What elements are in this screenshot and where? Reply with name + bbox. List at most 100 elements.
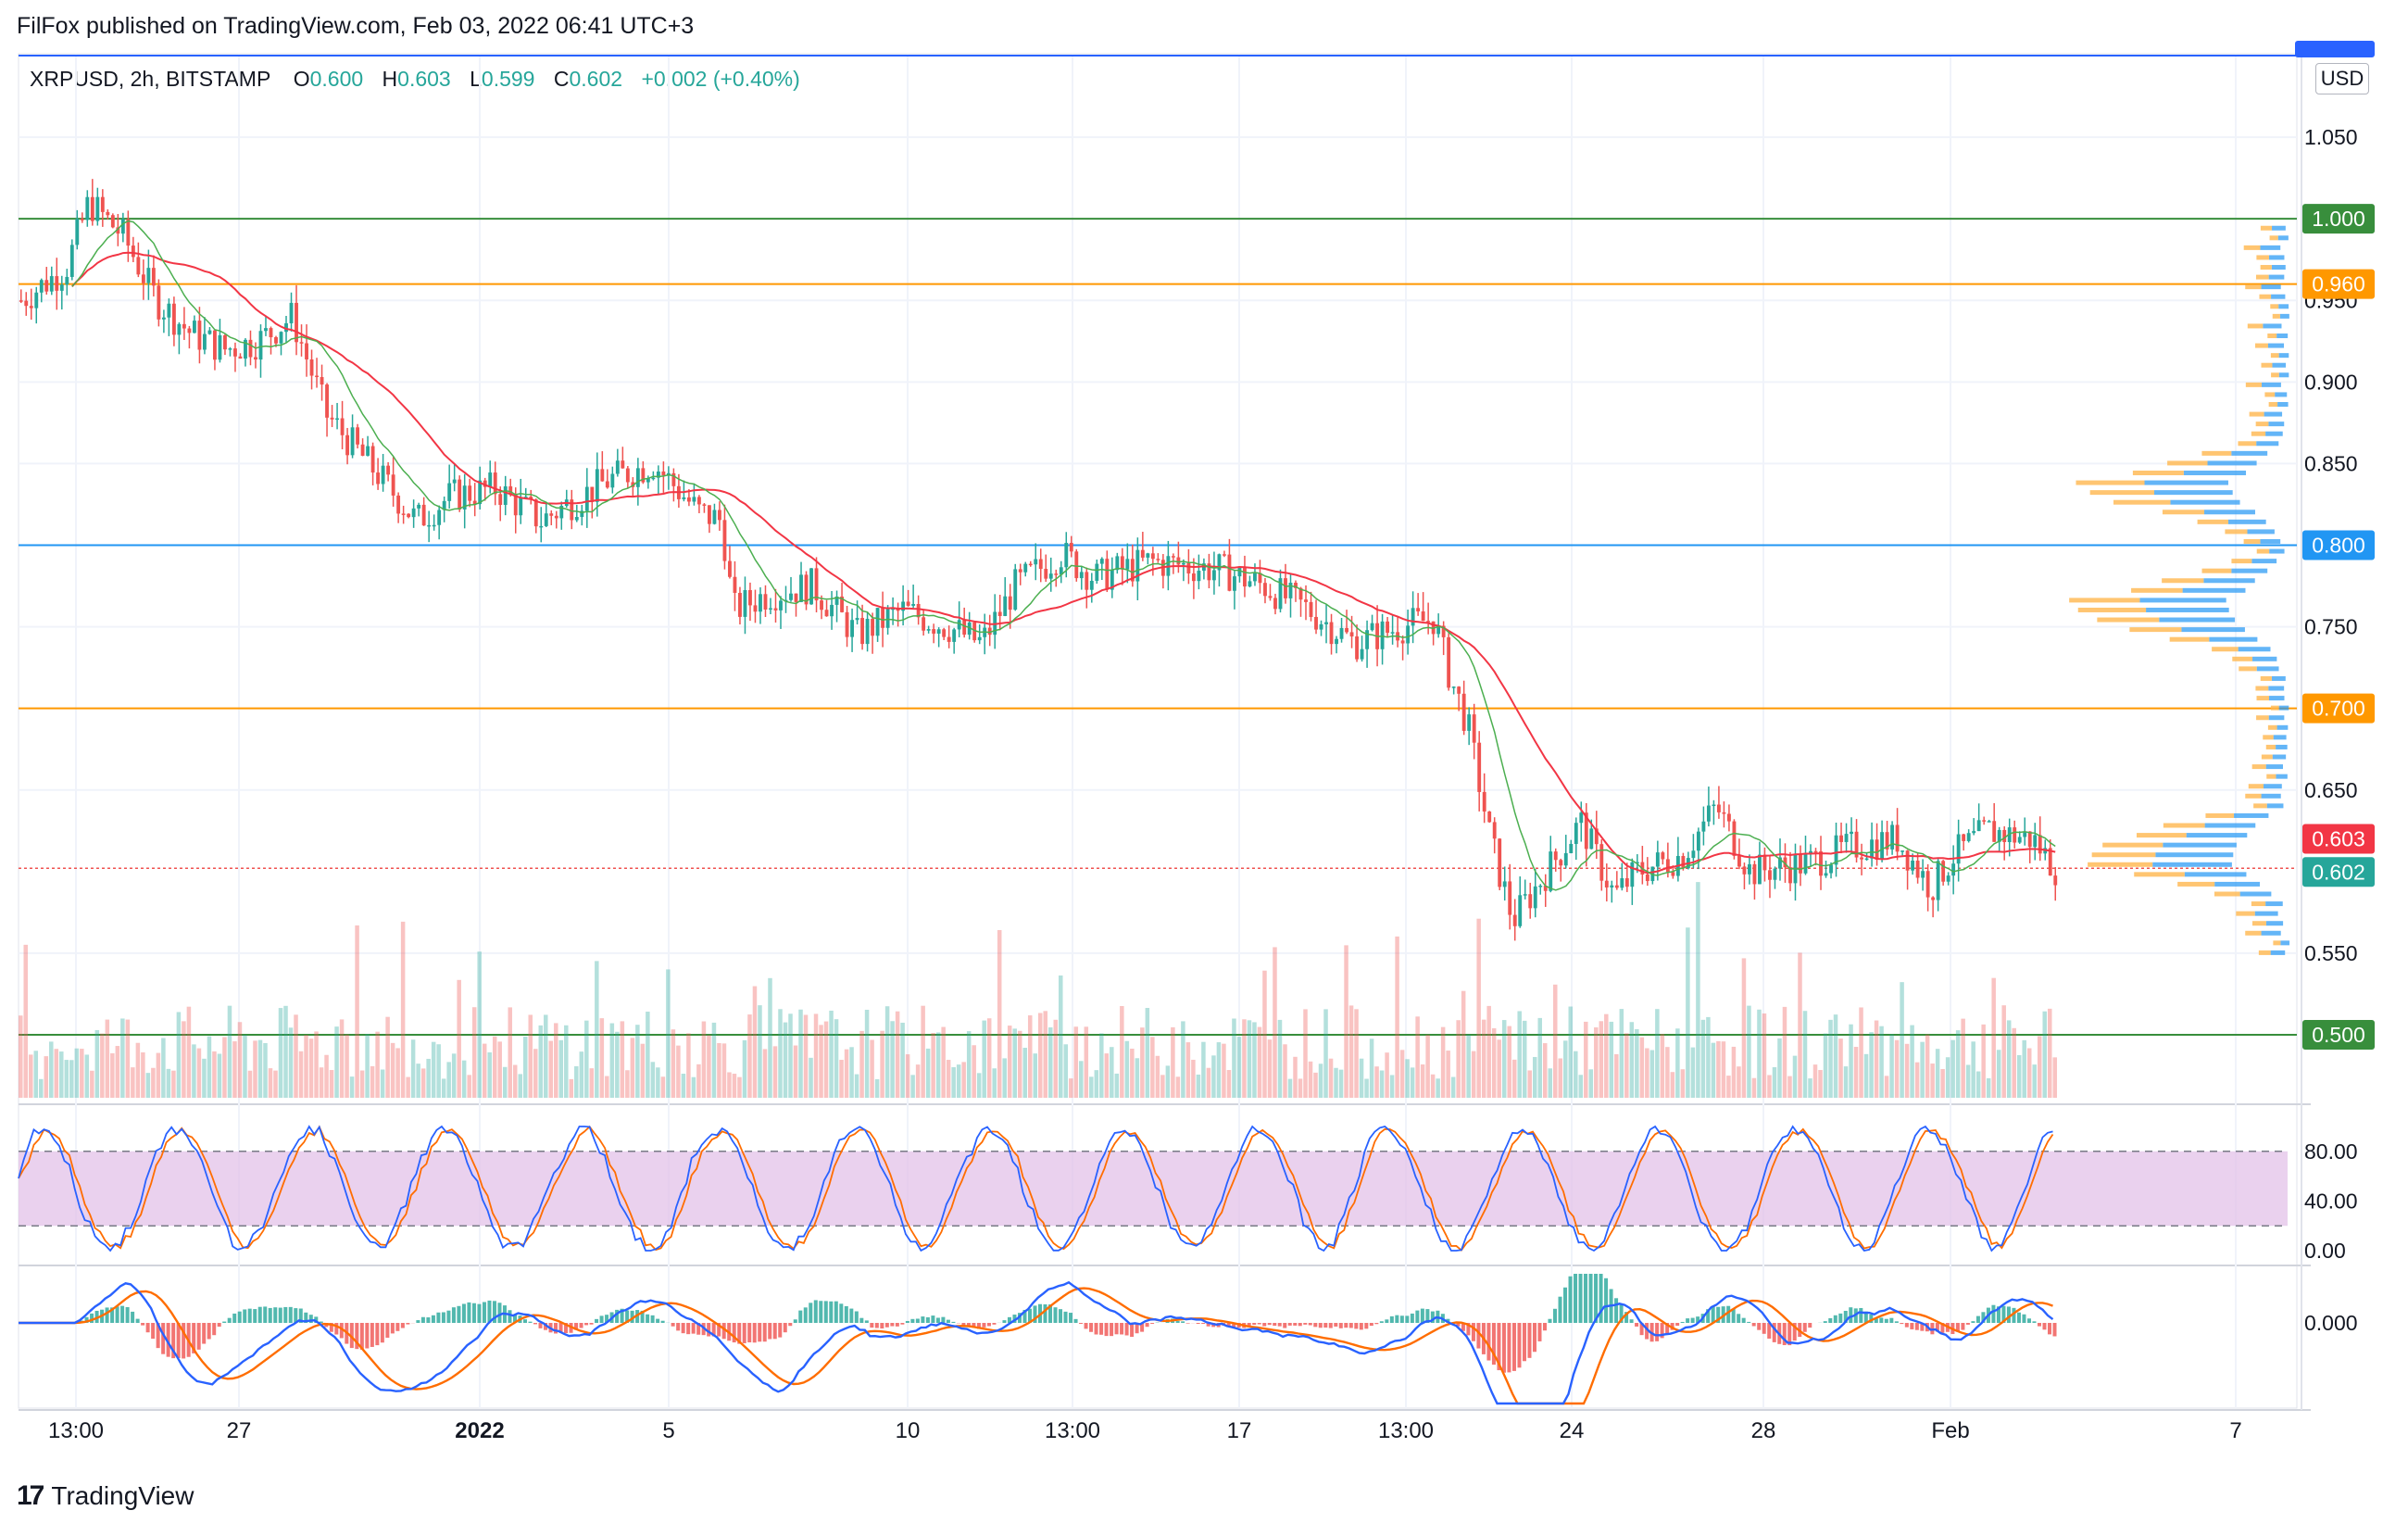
volume-profile-bar: [2260, 675, 2272, 681]
volume-bar: [518, 1074, 522, 1098]
macd-histogram-bar: [854, 1311, 859, 1323]
macd-histogram-bar: [1344, 1323, 1348, 1328]
candle-body: [80, 219, 84, 220]
volume-bar: [166, 1068, 171, 1098]
volume-bar: [141, 1051, 145, 1098]
candle-body: [718, 510, 721, 521]
volume-profile-bar: [2251, 921, 2266, 926]
candle-body: [1105, 559, 1110, 590]
candle-body: [1130, 559, 1135, 582]
volume-profile-bar: [2260, 265, 2272, 271]
currency-button[interactable]: USD: [2315, 63, 2369, 94]
macd-histogram-bar: [1262, 1323, 1267, 1327]
macd-histogram-bar: [1910, 1323, 1914, 1329]
volume-profile-bar: [2276, 774, 2288, 779]
macd-histogram-bar: [935, 1317, 940, 1323]
volume-profile-bar: [2097, 617, 2160, 623]
volume-profile-bar: [2270, 705, 2279, 711]
macd-histogram-bar: [584, 1323, 589, 1326]
macd-histogram-bar: [1542, 1323, 1547, 1331]
candle-body: [1630, 862, 1635, 887]
volume-bar: [161, 1038, 166, 1098]
volume-profile-bar: [2276, 744, 2288, 749]
candle-body: [1263, 583, 1267, 597]
price-tag: [2302, 824, 2375, 854]
candle-body: [1783, 857, 1787, 868]
macd-histogram-bar: [84, 1316, 89, 1323]
volume-bar: [1273, 947, 1277, 1098]
volume-profile-bar: [2254, 343, 2268, 348]
candle-body: [1864, 858, 1869, 861]
volume-bar: [1425, 1034, 1430, 1098]
macd-histogram-bar: [329, 1323, 333, 1332]
volume-bar: [1833, 1014, 1838, 1098]
candle-body: [641, 468, 646, 483]
macd-histogram-bar: [1226, 1323, 1231, 1328]
volume-profile-bar: [2163, 842, 2237, 848]
x-tick-label: 5: [662, 1418, 674, 1443]
volume-bar: [339, 1019, 345, 1098]
tradingview-logo[interactable]: 17 TradingView: [17, 1480, 194, 1512]
volume-bar: [931, 1033, 935, 1098]
candle-body: [116, 227, 120, 234]
macd-histogram-bar: [554, 1323, 558, 1334]
candle-body: [1227, 554, 1232, 591]
candle-body: [59, 284, 64, 291]
volume-bar: [1328, 1058, 1334, 1098]
macd-histogram-bar: [2037, 1323, 2041, 1327]
candle-body: [126, 219, 131, 246]
legend-symbol[interactable]: XRPUSD, 2h, BITSTAMP: [30, 67, 271, 91]
candle-body: [922, 617, 926, 631]
volume-profile-bar: [2181, 627, 2245, 633]
macd-histogram-bar: [1501, 1323, 1506, 1373]
volume-profile-bar: [2251, 656, 2277, 661]
candle-body: [1059, 567, 1063, 575]
volume-bar: [798, 1009, 803, 1098]
candle-body: [809, 568, 813, 605]
volume-bar: [1201, 1041, 1206, 1098]
volume-bar: [1808, 1078, 1812, 1098]
volume-bar: [120, 1018, 125, 1098]
macd-histogram-bar: [182, 1323, 186, 1359]
macd-histogram-bar: [986, 1323, 991, 1327]
candle-body: [442, 500, 446, 510]
volume-profile-bar: [2269, 548, 2285, 554]
volume-bar: [1073, 1026, 1079, 1098]
macd-histogram-bar: [1022, 1309, 1027, 1323]
volume-bar: [1124, 1040, 1130, 1098]
candle-body: [218, 334, 222, 360]
candle-body: [860, 618, 865, 645]
candle-body: [1304, 599, 1308, 602]
macd-histogram-bar: [752, 1323, 757, 1343]
candle-body: [1696, 831, 1700, 851]
macd-histogram-bar: [579, 1323, 583, 1328]
candle-body: [19, 300, 23, 302]
macd-histogram-bar: [212, 1323, 217, 1336]
volume-bar: [1537, 1017, 1542, 1098]
candle-body: [1099, 559, 1104, 564]
legend-high-value: 0.603: [397, 67, 451, 91]
candle-body: [820, 600, 823, 610]
volume-bar: [1925, 1034, 1930, 1098]
volume-bar: [1767, 1075, 1772, 1098]
volume-bar: [1303, 1009, 1308, 1098]
macd-histogram-bar: [1889, 1317, 1894, 1323]
volume-bar: [1751, 1077, 1757, 1098]
legend-open-label: O: [293, 67, 310, 91]
volume-bar: [212, 1051, 217, 1098]
macd-histogram-bar: [1578, 1274, 1583, 1323]
volume-bar: [1415, 1016, 1420, 1098]
volume-profile-bar: [2183, 470, 2247, 475]
candle-body: [151, 268, 156, 286]
macd-histogram-bar: [1914, 1323, 1919, 1330]
macd-histogram-bar: [227, 1317, 232, 1323]
volume-bar: [1399, 1050, 1405, 1098]
volume-bar: [1348, 1005, 1354, 1098]
volume-bar: [1155, 1055, 1160, 1098]
level-tag-label: 1.000: [2312, 207, 2365, 231]
candle-body: [1309, 601, 1313, 617]
candle-body: [1956, 834, 1961, 864]
volume-profile-bar: [2269, 235, 2278, 241]
macd-histogram-bar: [768, 1323, 772, 1340]
